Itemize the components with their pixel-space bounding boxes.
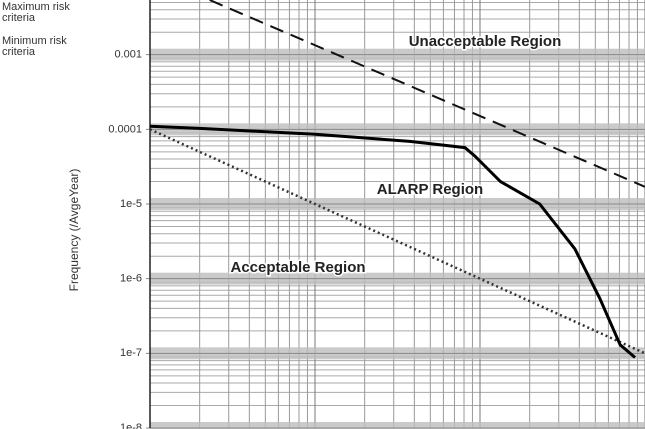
- y-tick-label: 1e-8: [120, 422, 142, 429]
- y-tick-label: 0.0001: [108, 123, 142, 135]
- y-tick-label: 1e-7: [120, 347, 142, 359]
- region-label: Unacceptable Region: [409, 33, 562, 50]
- legend-entry: Maximum risk criteria: [2, 1, 70, 24]
- series-line: [149, 128, 645, 355]
- y-tick-label: 1e-5: [120, 198, 142, 210]
- series-line: [209, 0, 645, 188]
- grid-band: [150, 422, 645, 429]
- y-axis-label: Frequency (/AvgeYear): [67, 169, 81, 292]
- legend-entry: Minimum risk criteria: [2, 35, 67, 58]
- y-tick-label: 1e-6: [120, 273, 142, 285]
- region-label: Acceptable Region: [230, 259, 365, 276]
- region-label: ALARP Region: [377, 181, 483, 198]
- series-line: [149, 124, 636, 359]
- y-tick-label: 0.001: [114, 49, 142, 61]
